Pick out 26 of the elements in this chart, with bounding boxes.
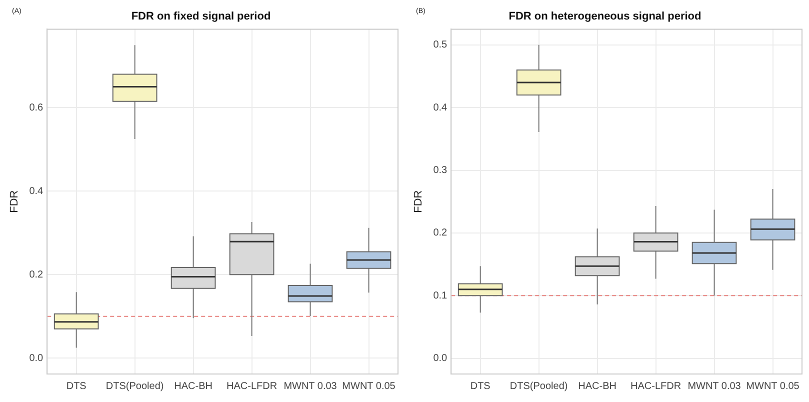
y-tick-label: 0.4 (29, 186, 44, 197)
y-tick-label: 0.0 (433, 353, 448, 364)
x-tick-label: MWNT 0.05 (342, 380, 396, 392)
x-tick-label: DTS (470, 380, 491, 392)
x-tick-label: DTS(Pooled) (510, 380, 568, 392)
x-tick-label: HAC-BH (578, 380, 616, 392)
x-tick-label: DTS(Pooled) (106, 380, 164, 392)
x-tick-label: DTS (66, 380, 87, 392)
x-tick-label: HAC-LFDR (630, 380, 682, 392)
y-tick-label: 0.0 (29, 352, 44, 364)
x-tick-label: HAC-LFDR (226, 380, 278, 392)
y-axis-title: FDR (412, 190, 425, 213)
x-tick-label: MWNT 0.03 (284, 380, 338, 392)
x-tick-label: HAC-BH (174, 380, 212, 392)
y-tick-label: 0.1 (433, 290, 448, 302)
chart-title: FDR on fixed signal period (131, 10, 271, 23)
y-tick-label: 0.6 (29, 102, 44, 114)
x-tick-label: MWNT 0.05 (746, 380, 800, 392)
y-tick-label: 0.4 (433, 102, 448, 114)
y-tick-label: 0.3 (433, 165, 448, 176)
y-tick-label: 0.2 (29, 269, 44, 280)
y-tick-label: 0.2 (433, 228, 448, 239)
y-axis-title: FDR (8, 190, 21, 213)
y-tick-label: 0.5 (433, 40, 448, 51)
x-tick-label: MWNT 0.03 (688, 380, 742, 392)
chart-title: FDR on heterogeneous signal period (508, 10, 702, 23)
